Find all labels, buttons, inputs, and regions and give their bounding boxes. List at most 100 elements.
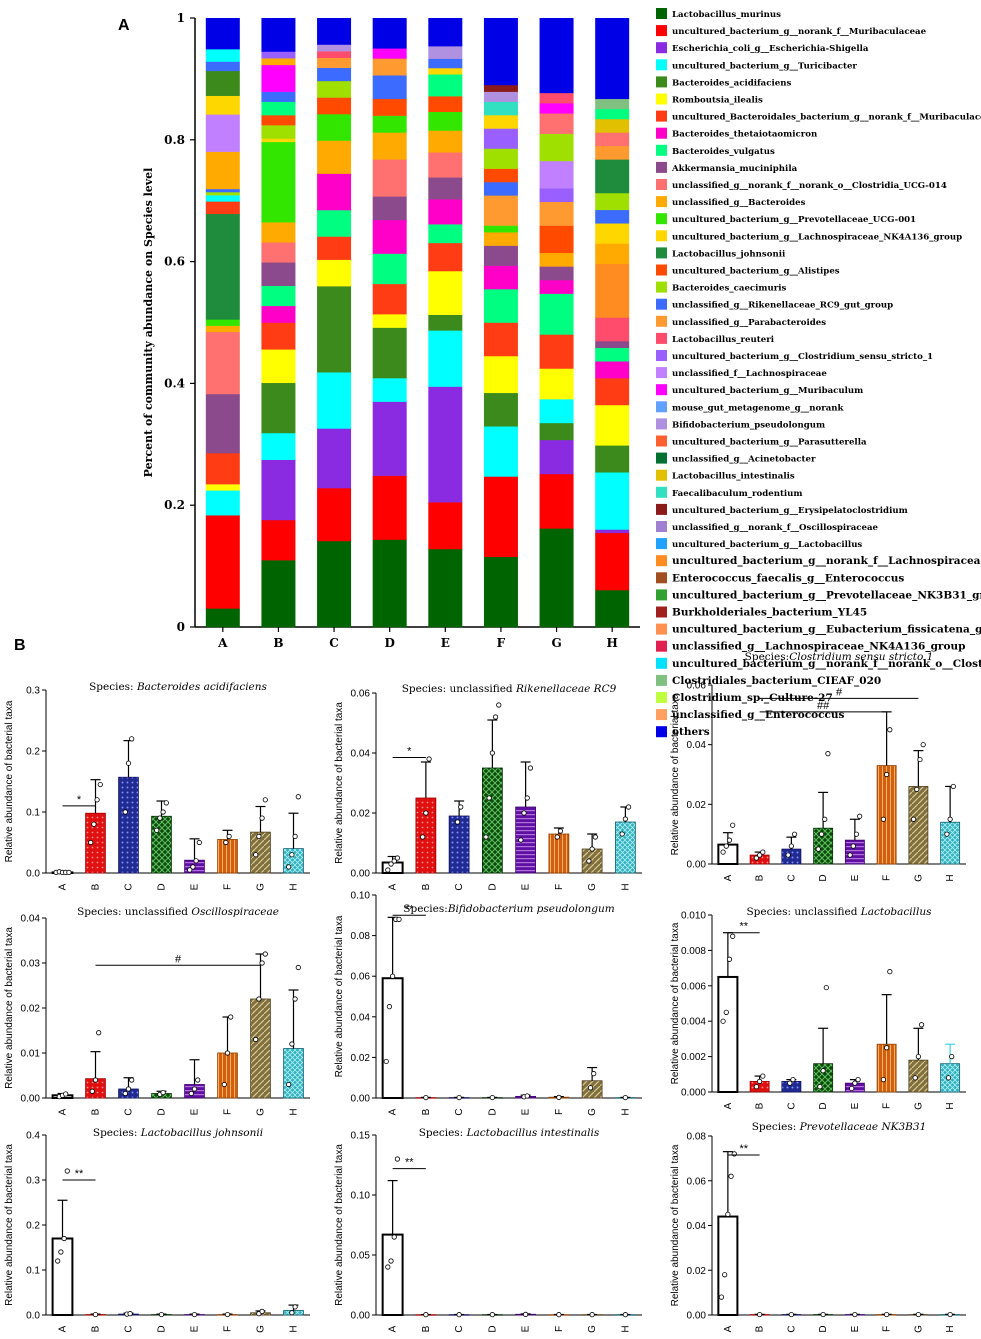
stack-segment-E [428,74,463,97]
legend-swatch [656,692,667,703]
legend-swatch [656,674,667,686]
x-tick-label: A [217,636,228,650]
bar-H [940,821,961,865]
data-point-G [256,996,262,1002]
data-point-A [55,1258,61,1264]
bar-A [717,1215,739,1317]
x-tick-label: D [487,883,498,890]
significance-marker: ** [405,1157,414,1169]
data-point-C [125,760,132,766]
stack-segment-F [483,355,518,394]
legend-swatch [656,93,667,105]
bar-A [381,977,404,1099]
significance-marker: * [77,794,82,806]
stack-segment-C [317,140,352,174]
legend-label: Bacteroides_acidifaciens [672,78,791,88]
legend-swatch [656,281,667,293]
bar-G [250,998,271,1099]
stack-segment-B [261,222,296,243]
legend: Lactobacillus_murinus uncultured_bacteriu… [656,8,981,738]
data-point-A [726,837,733,843]
data-point-D [817,1084,823,1090]
data-point-H [949,1054,955,1060]
stack-segment-E [428,502,463,550]
stack-segment-G [539,225,574,254]
stack-segment-E [428,18,463,47]
x-tick-label: H [945,1325,956,1332]
data-point-C [785,852,791,858]
stack-segment-H [595,243,630,264]
data-point-H [947,1311,953,1318]
legend-swatch [656,196,667,208]
stack-segment-C [317,67,352,82]
stack-segment-F [483,115,518,129]
data-point-G [917,756,923,763]
data-point-B [89,1088,95,1094]
stack-segment-H [595,378,630,406]
data-point-E [187,867,193,873]
legend-swatch [656,486,667,498]
bar-C [781,848,802,865]
data-point-G [589,1312,595,1318]
stack-segment-D [372,58,407,76]
stack-segment-A [205,61,240,72]
stack-segment-A [205,151,240,190]
y-axis-label: Relative abundance of bacterial taxa [334,702,345,864]
stack-segment-A [205,70,240,96]
stack-segment-F [483,181,518,196]
x-tick-label: C [786,874,797,881]
stack-segment-D [372,132,407,160]
y-axis-label: Relative abundance of bacterial taxa [4,1144,15,1306]
x-tick-label: A [58,1325,69,1332]
data-point-G [915,1054,921,1060]
bar-H [283,848,304,874]
stack-segment-E [428,130,463,153]
x-tick-label: G [587,883,598,891]
data-point-B [753,1084,760,1090]
y-tick-label: 0.01 [21,1049,41,1060]
stack-segment-C [317,236,352,260]
stack-segment-G [539,18,574,94]
data-point-C [790,1077,796,1083]
legend-swatch [656,640,667,652]
x-tick-label: H [620,1325,631,1332]
x-tick-label: F [554,884,565,890]
data-point-B [96,1030,102,1036]
data-point-A [730,822,736,828]
stack-segment-D [372,539,407,628]
y-tick-label: 0.02 [351,1053,371,1064]
y-axis-label: Percent of community abundance on Specie… [142,168,155,478]
x-tick-label: E [521,1325,532,1332]
y-tick-label: 0.04 [687,740,707,751]
x-tick-label: D [384,636,394,650]
legend-label: uncultured_bacterium_g__norank_f__norank… [672,658,981,671]
data-point-G [920,742,926,748]
stack-segment-E [428,58,463,69]
x-tick-label: E [441,636,450,650]
legend-label: Romboutsia_ilealis [672,96,763,106]
y-tick-label: 0.03 [21,959,41,970]
data-point-F [556,1094,562,1100]
legend-swatch [656,521,667,532]
data-point-D [486,795,492,801]
legend-label: uncultured_bacterium_g__Lactobacillus [672,540,862,550]
y-tick-label: 0.4 [26,1131,40,1142]
x-tick-label: F [554,1109,565,1115]
stack-segment-A [205,188,240,193]
stack-segment-A [205,331,240,395]
data-point-F [223,839,229,846]
chart-title-prefix: Species: unclassified [746,906,860,918]
data-point-A [394,855,401,861]
data-point-F [226,833,232,840]
legend-swatch [656,8,667,19]
panel-label-a: A [118,17,130,34]
stack-segment-E [428,46,463,59]
x-tick-label: E [521,1108,532,1115]
stack-segment-H [595,145,630,160]
stack-segment-E [428,224,463,244]
stack-segment-D [372,159,407,197]
legend-swatch [656,538,667,550]
data-point-E [855,1077,861,1083]
legend-swatch [656,367,667,379]
stack-segment-A [205,515,240,609]
